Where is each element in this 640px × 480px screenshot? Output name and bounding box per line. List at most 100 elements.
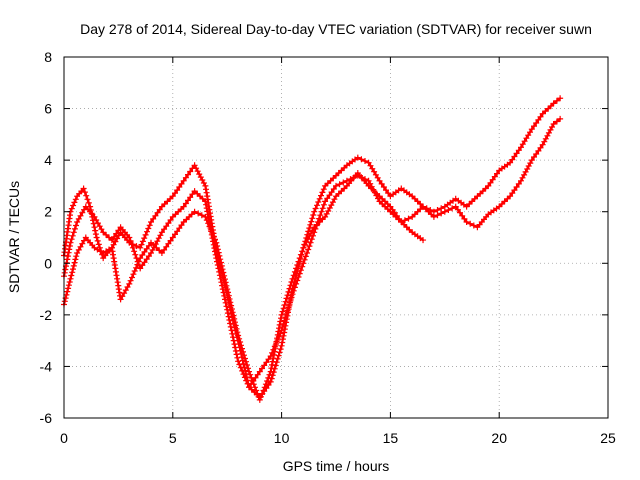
data-point: [445, 207, 452, 213]
data-point: [310, 212, 317, 218]
data-point: [213, 239, 220, 246]
data-point: [77, 243, 84, 250]
data-point: [225, 289, 231, 296]
x-tick-label: 15: [383, 430, 399, 446]
data-point: [557, 95, 564, 102]
data-point: [553, 97, 560, 104]
data-point: [232, 322, 239, 329]
data-point: [449, 205, 456, 212]
data-point: [288, 294, 295, 301]
data-point: [301, 256, 308, 263]
data-point: [70, 266, 76, 273]
data-point: [507, 159, 514, 166]
data-point: [320, 186, 327, 193]
data-point: [126, 234, 133, 241]
data-point: [134, 261, 141, 268]
data-point: [84, 196, 91, 203]
data-point: [220, 269, 227, 276]
data-point: [137, 255, 144, 262]
plot-frame: [63, 56, 609, 419]
data-point: [295, 258, 302, 265]
data-point: [133, 243, 140, 250]
data-point: [148, 219, 154, 225]
data-point: [239, 367, 246, 374]
data-point: [216, 252, 223, 259]
data-point: [68, 272, 75, 279]
data-point: [145, 225, 152, 232]
data-point: [260, 387, 267, 394]
data-point: [174, 228, 181, 235]
data-point: [163, 223, 170, 230]
data-point: [111, 233, 117, 240]
data-point: [467, 220, 474, 227]
data-point: [114, 235, 121, 242]
data-point: [262, 381, 269, 388]
data-point: [185, 197, 191, 204]
data-point: [165, 220, 172, 227]
data-point: [238, 342, 244, 349]
data-point: [64, 288, 71, 295]
data-point: [66, 279, 73, 285]
data-point: [300, 260, 307, 267]
data-point: [70, 202, 77, 209]
data-point: [306, 225, 313, 232]
data-point: [263, 359, 270, 366]
data-point: [291, 284, 298, 291]
data-point: [202, 198, 209, 205]
data-point: [324, 195, 331, 202]
data-point: [387, 203, 394, 210]
data-point: [280, 305, 287, 312]
data-point: [316, 195, 323, 202]
data-point: [98, 226, 105, 233]
data-point: [245, 365, 251, 372]
data-point: [152, 212, 159, 219]
data-point: [141, 235, 148, 242]
data-point: [557, 115, 564, 122]
data-point: [73, 222, 79, 229]
data-point: [92, 227, 99, 234]
data-point: [371, 168, 378, 175]
data-point: [393, 212, 400, 219]
data-point: [91, 224, 98, 231]
data-point: [299, 248, 306, 255]
data-point: [95, 241, 102, 248]
data-point: [233, 325, 240, 332]
data-point: [281, 317, 288, 324]
data-point: [73, 253, 80, 260]
data-point: [294, 277, 301, 284]
data-point: [287, 297, 294, 304]
data-point: [358, 156, 365, 163]
data-point: [67, 275, 74, 282]
data-point: [213, 255, 220, 262]
data-point: [91, 213, 98, 220]
data-point: [241, 352, 247, 359]
data-point: [283, 295, 290, 302]
data-point: [185, 171, 191, 178]
data-point: [235, 358, 242, 365]
data-point: [401, 217, 408, 224]
data-point: [258, 393, 264, 400]
data-point: [209, 230, 216, 236]
data-point: [169, 234, 176, 241]
data-point: [277, 346, 284, 353]
data-point: [330, 186, 337, 192]
data-point: [69, 232, 76, 239]
data-point: [75, 215, 82, 222]
data-point: [237, 364, 244, 371]
data-point: [250, 381, 257, 388]
data-point: [259, 390, 266, 397]
data-point: [380, 184, 387, 190]
data-point: [198, 212, 205, 219]
data-point: [225, 313, 232, 320]
data-point: [295, 274, 302, 280]
x-tick-label: 25: [600, 430, 616, 446]
data-point: [318, 192, 324, 199]
data-point: [80, 185, 87, 192]
data-point: [68, 236, 75, 243]
data-point: [237, 339, 244, 345]
data-point: [74, 219, 81, 225]
data-point: [285, 288, 292, 295]
data-point: [293, 280, 300, 287]
data-point: [259, 365, 265, 372]
data-point: [230, 337, 237, 344]
